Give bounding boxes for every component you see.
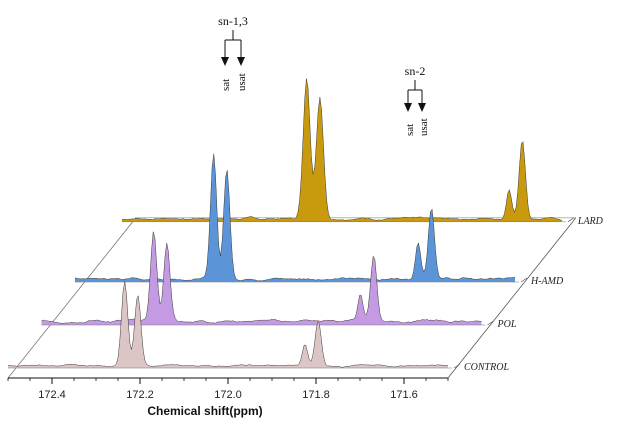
series-label-tick-lard	[567, 217, 575, 223]
series-label-tick-h-amd	[520, 277, 528, 283]
annotation-sn2-label: sn-2	[405, 64, 426, 78]
frame-right-edge	[447, 217, 577, 379]
x-tick-label: 172.4	[38, 389, 66, 401]
series-labels: LARD H-AMD POL CONTROL	[453, 216, 604, 373]
annotation-sn2-sat: sat	[404, 124, 416, 136]
annotation-sn2-bracket	[407, 80, 423, 104]
series-label-pol: POL	[497, 319, 517, 330]
series-lard-area	[121, 78, 562, 222]
x-axis: 172.4 172.2 172.0 171.8 171.6	[7, 377, 449, 401]
annotation-sn13-sat: sat	[220, 79, 232, 91]
annotation-sn13-label: sn-1,3	[218, 14, 248, 28]
annotation-sn2-arrow-sat	[404, 103, 412, 112]
frame-left-edge	[7, 217, 137, 379]
annotation-sn2: sn-2 sat usat	[404, 64, 430, 136]
series-h-amd-line	[74, 153, 516, 282]
series-label-tick-control	[453, 363, 461, 369]
x-axis-title: Chemical shift(ppm)	[147, 404, 262, 418]
annotation-sn2-usat: usat	[418, 118, 430, 136]
series-control-line	[7, 281, 449, 368]
annotation-sn13-usat: usat	[236, 73, 248, 91]
series-layer	[7, 78, 566, 369]
x-tick-label: 172.2	[126, 389, 154, 401]
plot-frame	[7, 217, 577, 379]
annotation-sn13-arrow-usat	[237, 57, 245, 66]
series-label-lard: LARD	[577, 216, 604, 227]
annotation-sn13-arrow-sat	[221, 57, 229, 66]
series-pol-area	[41, 231, 482, 325]
series-label-control: CONTROL	[464, 362, 509, 373]
annotation-sn2-arrow-usat	[418, 103, 426, 112]
annotation-sn13-bracket	[224, 30, 242, 58]
x-tick-label: 171.8	[302, 389, 330, 401]
x-tick-label: 171.6	[390, 389, 418, 401]
x-tick-label: 172.0	[214, 389, 242, 401]
series-lard-line	[121, 78, 563, 221]
series-pol-line	[41, 231, 482, 324]
annotation-sn13: sn-1,3 sat usat	[218, 14, 248, 91]
series-label-tick-pol	[487, 320, 494, 326]
series-label-h-amd: H-AMD	[530, 276, 564, 287]
